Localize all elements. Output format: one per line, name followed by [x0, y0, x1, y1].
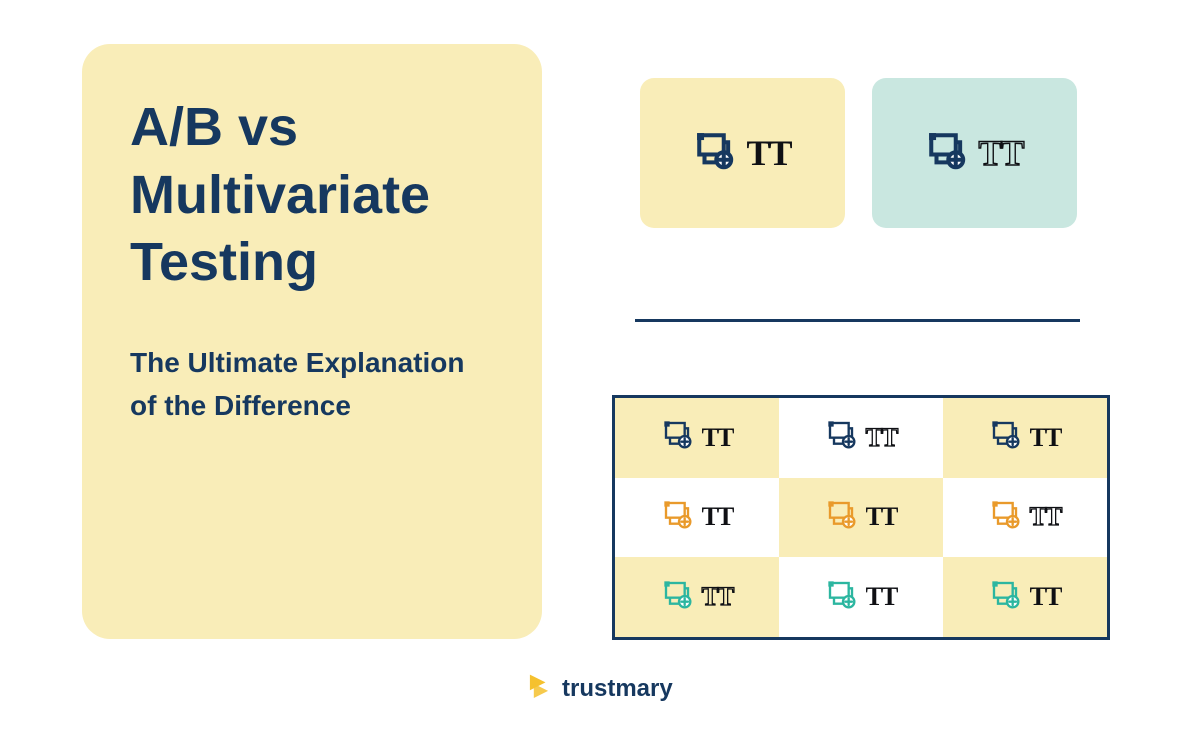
grid-cell: TT	[943, 478, 1107, 558]
layers-plus-icon	[694, 130, 736, 177]
tt-label: TT	[1030, 423, 1061, 453]
layers-plus-icon	[826, 579, 858, 616]
layers-plus-icon	[826, 499, 858, 536]
tt-label: TT	[866, 502, 897, 532]
grid-cell: TT	[943, 557, 1107, 637]
layers-plus-icon	[662, 499, 694, 536]
title-card: A/B vs Multivariate Testing The Ultimate…	[82, 44, 542, 639]
tt-label: TT	[746, 132, 790, 174]
layers-plus-icon	[990, 499, 1022, 536]
grid-cell: TT	[615, 557, 779, 637]
layers-plus-icon	[926, 130, 968, 177]
layers-plus-icon	[990, 419, 1022, 456]
layers-plus-icon	[826, 419, 858, 456]
grid-cell: TT	[779, 478, 943, 558]
grid-cell: TT	[615, 478, 779, 558]
tt-label: TT	[702, 582, 733, 612]
trustmary-icon	[526, 672, 552, 705]
layers-plus-icon	[662, 579, 694, 616]
tt-label: TT	[866, 582, 897, 612]
multivariate-grid: TT TT TT TT TT TT TT	[612, 395, 1110, 640]
grid-cell: TT	[615, 398, 779, 478]
main-heading: A/B vs Multivariate Testing	[130, 94, 494, 297]
ab-variant-b: TT	[872, 78, 1077, 228]
tt-label: TT	[978, 132, 1022, 174]
tt-label: TT	[1030, 502, 1061, 532]
tt-label: TT	[1030, 582, 1061, 612]
tt-label: TT	[702, 502, 733, 532]
brand-name: trustmary	[562, 675, 673, 703]
tt-label: TT	[866, 423, 897, 453]
sub-heading: The Ultimate Explanation of the Differen…	[130, 341, 494, 428]
grid-cell: TT	[779, 398, 943, 478]
tt-label: TT	[702, 423, 733, 453]
layers-plus-icon	[990, 579, 1022, 616]
ab-variant-a: TT	[640, 78, 845, 228]
brand-logo: trustmary	[526, 672, 673, 705]
layers-plus-icon	[662, 419, 694, 456]
grid-cell: TT	[779, 557, 943, 637]
grid-cell: TT	[943, 398, 1107, 478]
section-divider	[635, 319, 1080, 322]
